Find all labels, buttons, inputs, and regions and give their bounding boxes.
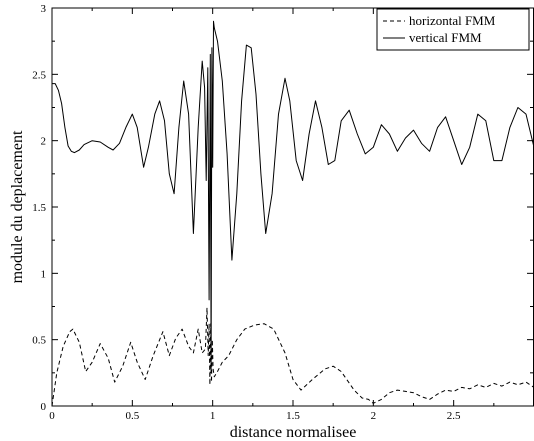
x-tick-label: 2.5 <box>447 410 461 422</box>
x-axis-ticks: 0 0.5 1 1.5 2 2.5 <box>49 8 495 422</box>
series-layer <box>51 20 534 407</box>
plot-frame <box>51 7 534 407</box>
series-line-horizontal-fmm <box>51 307 534 407</box>
y-tick-label: 0.5 <box>32 335 46 347</box>
series-line-vertical-fmm <box>52 20 534 374</box>
y-tick-label: 1 <box>41 268 47 280</box>
y-tick-label: 2.5 <box>32 69 46 81</box>
y-axis-ticks: 0 0.5 1 1.5 2 2.5 3 <box>32 3 533 413</box>
y-tick-label: 3 <box>41 3 47 15</box>
x-tick-label: 0 <box>49 410 55 422</box>
legend: horizontal FMM vertical FMM <box>376 8 530 51</box>
legend-label-horizontal-fmm: horizontal FMM <box>409 13 496 28</box>
x-tick-label: 0.5 <box>125 410 139 422</box>
x-axis-label: distance normalisee <box>230 424 357 441</box>
y-tick-label: 1.5 <box>32 202 46 214</box>
y-tick-label: 0 <box>41 401 47 413</box>
y-tick-label: 2 <box>41 136 47 148</box>
x-tick-label: 1 <box>210 410 216 422</box>
legend-label-vertical-fmm: vertical FMM <box>409 30 482 45</box>
x-tick-label: 1.5 <box>286 410 300 422</box>
legend-box <box>376 8 530 51</box>
x-tick-label: 2 <box>371 410 377 422</box>
y-axis-label: module du deplacement <box>9 130 26 283</box>
